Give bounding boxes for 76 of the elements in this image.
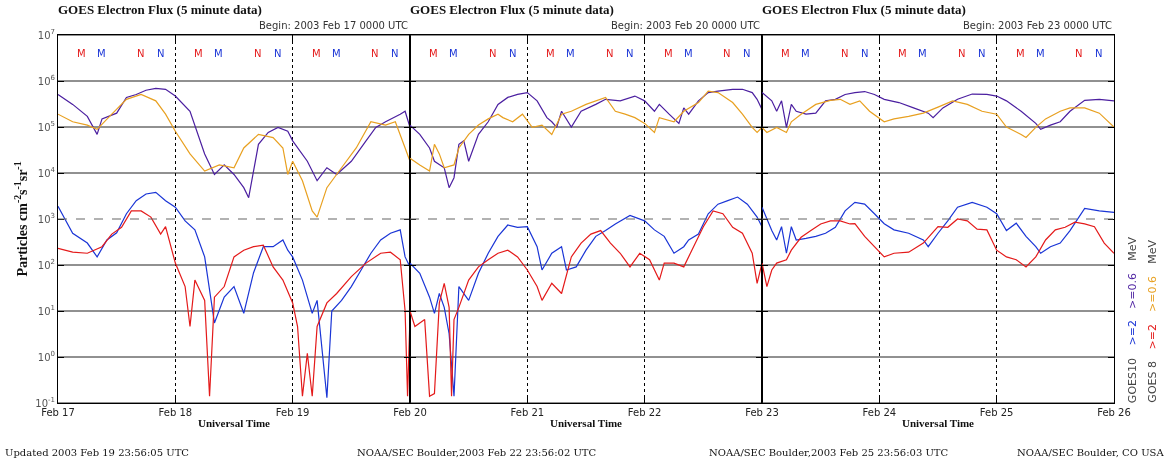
- x-tick-label: Feb 17: [41, 407, 75, 418]
- chart-subtitle: Begin: 2003 Feb 23 0000 UTC: [963, 20, 1112, 31]
- annotation: M: [566, 48, 575, 59]
- chart-subtitle: Begin: 2003 Feb 17 0000 UTC: [259, 20, 408, 31]
- annotation: N: [137, 48, 145, 59]
- annotation: M: [684, 48, 693, 59]
- y-tick-label: 10$^{2}$: [37, 258, 55, 271]
- chart-title: GOES Electron Flux (5 minute data): [410, 1, 614, 17]
- y-tick-label: 10$^{5}$: [37, 120, 55, 133]
- x-tick-label: Feb 24: [862, 407, 897, 418]
- annotation: N: [509, 48, 517, 59]
- annotation: M: [332, 48, 341, 59]
- annotation: M: [214, 48, 223, 59]
- annotation: M: [77, 48, 86, 59]
- x-axis-title: Universal Time: [197, 417, 271, 430]
- x-axis-title: Universal Time: [549, 417, 623, 430]
- x-tick-label: Feb 22: [627, 407, 662, 418]
- annotation: N: [391, 48, 399, 59]
- annotation: M: [1016, 48, 1025, 59]
- text: NOAA/SEC Boulder,2003 Feb 25 23:56:03 UTC: [709, 447, 949, 458]
- x-tick-label: Feb 23: [745, 407, 779, 418]
- annotation: N: [157, 48, 165, 59]
- annotation: N: [861, 48, 869, 59]
- text: >=0.6: [1146, 276, 1159, 312]
- annotation: N: [626, 48, 634, 59]
- y-tick-label: 10$^{-1}$: [35, 396, 55, 409]
- annotation: N: [371, 48, 379, 59]
- annotation: N: [606, 48, 614, 59]
- annotation: N: [1095, 48, 1103, 59]
- chart-title: GOES Electron Flux (5 minute data): [762, 1, 966, 17]
- annotation: M: [429, 48, 438, 59]
- x-tick-label: Feb 20: [393, 407, 427, 418]
- annotation: M: [546, 48, 555, 59]
- y-tick-label: 10$^{0}$: [37, 350, 55, 363]
- text: GOES 8: [1146, 361, 1159, 403]
- annotation: M: [898, 48, 907, 59]
- annotation: N: [1075, 48, 1083, 59]
- annotation: M: [1036, 48, 1045, 59]
- y-tick-label: 10$^{4}$: [37, 166, 56, 179]
- x-tick-label: Feb 25: [979, 407, 1014, 418]
- y-tick-label: 10$^{3}$: [37, 212, 55, 225]
- annotation: N: [254, 48, 262, 59]
- annotation: M: [918, 48, 927, 59]
- text: NOAA/SEC Boulder, CO USA: [1017, 447, 1165, 458]
- chart-subtitle: Begin: 2003 Feb 20 0000 UTC: [611, 20, 760, 31]
- x-tick-label: Feb 18: [158, 407, 193, 418]
- annotation: N: [958, 48, 966, 59]
- annotation: M: [781, 48, 790, 59]
- annotation: N: [274, 48, 282, 59]
- annotation: N: [489, 48, 497, 59]
- y-tick-label: 10$^{1}$: [37, 304, 55, 317]
- chart-title: GOES Electron Flux (5 minute data): [58, 1, 262, 17]
- text: >=2: [1146, 323, 1159, 350]
- annotation: M: [312, 48, 321, 59]
- text: MeV: [1126, 236, 1139, 261]
- x-tick-label: Feb 21: [510, 407, 545, 418]
- x-tick-label: Feb 26: [1097, 407, 1131, 418]
- x-axis-title: Universal Time: [901, 417, 975, 430]
- text: >=2: [1126, 320, 1139, 346]
- annotation: M: [97, 48, 106, 59]
- annotation: N: [743, 48, 751, 59]
- annotation: M: [194, 48, 203, 59]
- text: >=0.6: [1126, 272, 1139, 309]
- annotation: N: [978, 48, 986, 59]
- text: MeV: [1146, 240, 1159, 264]
- annotation: M: [449, 48, 458, 59]
- text: Updated 2003 Feb 19 23:56:05 UTC: [5, 447, 190, 458]
- annotation: N: [841, 48, 849, 59]
- annotation: M: [664, 48, 673, 59]
- x-tick-label: Feb 19: [275, 407, 310, 418]
- y-tick-label: 10$^{6}$: [37, 74, 56, 87]
- text: GOES10: [1126, 357, 1139, 403]
- annotation: M: [801, 48, 810, 59]
- annotation: N: [723, 48, 731, 59]
- text: NOAA/SEC Boulder,2003 Feb 22 23:56:02 UTC: [357, 447, 597, 458]
- y-tick-label: 10$^{7}$: [37, 28, 55, 41]
